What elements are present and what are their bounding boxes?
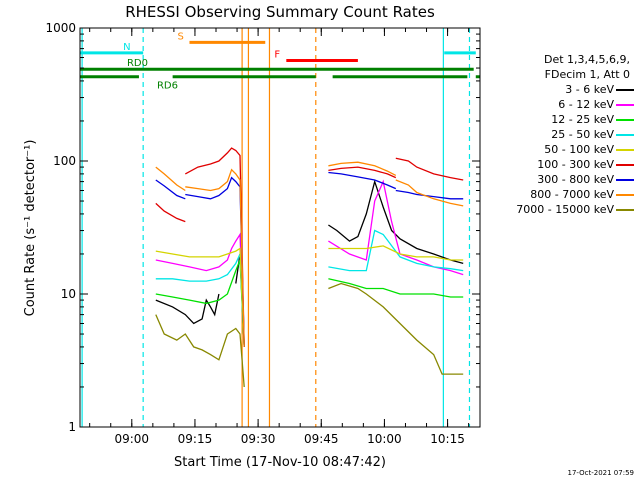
x-tick-label: 09:30	[241, 432, 276, 446]
series-line-5-3	[395, 157, 464, 181]
series-line-3-0	[155, 253, 245, 347]
x-tick-label: 10:00	[367, 432, 402, 446]
x-tick-label: 09:00	[114, 432, 149, 446]
legend-item: 50 - 100 keV	[482, 142, 640, 157]
legend-swatch	[616, 89, 634, 91]
series-line-5-0	[155, 202, 186, 223]
legend-label: 300 - 800 keV	[537, 173, 614, 186]
x-tick-label: 09:45	[304, 432, 339, 446]
axes: 1 10 100 1000 09:00 09:15 09:30 09:45 10:00 10:15	[45, 21, 480, 446]
legend-item: 25 - 50 keV	[482, 127, 640, 142]
series-line-8-0	[155, 314, 245, 388]
series-line-3-1	[328, 229, 464, 272]
legend-swatch	[616, 194, 634, 196]
chart-title: RHESSI Observing Summary Count Rates	[125, 3, 435, 21]
legend-label: 100 - 300 keV	[537, 158, 614, 171]
series-line-0-0	[155, 293, 220, 325]
series-line-6-0	[155, 179, 186, 200]
legend-swatch	[616, 149, 634, 151]
flag-label-rd6: RD6	[157, 81, 178, 92]
footer-timestamp: 17-Oct-2021 07:59	[567, 469, 634, 477]
flag-label-s: S	[177, 31, 183, 42]
y-tick-label: 1000	[45, 21, 76, 35]
legend-item: 100 - 300 keV	[482, 157, 640, 172]
series-line-7-3	[395, 179, 464, 207]
legend-label: 25 - 50 keV	[551, 128, 614, 141]
flag-label-rd0: RD0	[127, 58, 148, 69]
legend-swatch	[616, 179, 634, 181]
legend-label: 6 - 12 keV	[558, 98, 614, 111]
legend-swatch	[616, 134, 634, 136]
series-line-8-1	[328, 282, 464, 375]
legend-item: 7000 - 15000 keV	[482, 202, 640, 217]
legend-swatch	[616, 104, 634, 106]
legend-item: 800 - 7000 keV	[482, 187, 640, 202]
series-line-7-2	[328, 161, 397, 176]
series-line-5-2	[328, 166, 397, 179]
legend-item: 12 - 25 keV	[482, 112, 640, 127]
legend-label: 7000 - 15000 keV	[516, 203, 614, 216]
series-line-1-0	[155, 232, 245, 347]
legend-item: 300 - 800 keV	[482, 172, 640, 187]
legend-label: 12 - 25 keV	[551, 113, 614, 126]
legend-label: 800 - 7000 keV	[530, 188, 614, 201]
series-line-0-2	[328, 179, 464, 265]
series-line-7-0	[155, 166, 186, 192]
x-axis-label: Start Time (17-Nov-10 08:47:42)	[174, 455, 386, 470]
series-line-4-0	[155, 247, 245, 347]
x-tick-label: 10:15	[430, 432, 465, 446]
y-axis-label: Count Rate (s⁻¹ detector⁻¹)	[23, 140, 38, 317]
legend-swatch	[616, 164, 634, 166]
plot-frame	[79, 27, 481, 428]
legend-label: 3 - 6 keV	[565, 83, 614, 96]
flag-label-n: N	[123, 42, 130, 53]
series-line-6-1	[185, 176, 245, 347]
legend-header-2: FDecim 1, Att 0	[544, 68, 630, 81]
series-line-5-1	[184, 147, 245, 347]
y-tick-label: 1	[68, 420, 76, 434]
legend-item: 6 - 12 keV	[482, 97, 640, 112]
flag-label-f: F	[274, 49, 280, 60]
y-tick-label: 100	[53, 154, 76, 168]
x-tick-label: 09:15	[178, 432, 213, 446]
legend-swatch	[616, 119, 634, 121]
legend-header-1: Det 1,3,4,5,6,9,	[543, 53, 630, 66]
y-tick-label: 10	[61, 287, 76, 301]
series-line-7-1	[185, 168, 245, 347]
plot-area: N S F RD0 RD6	[80, 28, 480, 427]
legend: Det 1,3,4,5,6,9, FDecim 1, Att 0 3 - 6 k…	[482, 52, 640, 217]
series-line-6-2	[328, 171, 397, 190]
legend-item: 3 - 6 keV	[482, 82, 640, 97]
legend-label: 50 - 100 keV	[544, 143, 614, 156]
series-line-4-1	[328, 245, 464, 261]
series-line-2-0	[155, 259, 245, 347]
legend-swatch	[616, 209, 634, 211]
series-line-2-1	[328, 278, 464, 298]
